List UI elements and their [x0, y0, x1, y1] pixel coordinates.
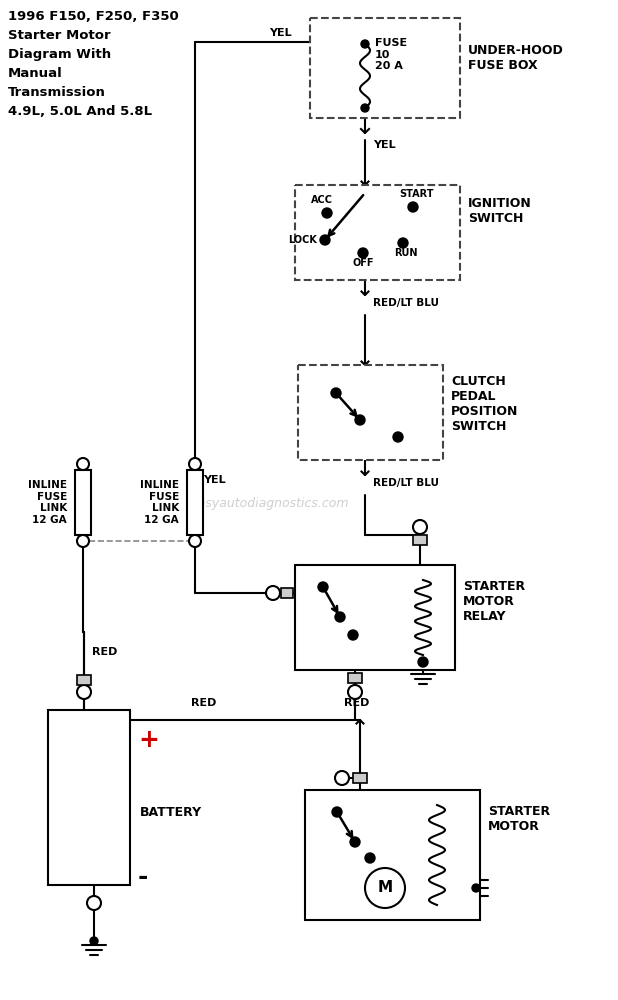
Text: IGNITION
SWITCH: IGNITION SWITCH: [468, 197, 531, 225]
Circle shape: [361, 40, 369, 48]
Circle shape: [365, 868, 405, 908]
Text: Starter Motor: Starter Motor: [8, 29, 111, 42]
Circle shape: [77, 458, 89, 470]
Bar: [310, 18, 460, 118]
Text: OFF: OFF: [352, 258, 374, 268]
Bar: [295, 185, 460, 280]
Circle shape: [361, 104, 369, 112]
Text: Diagram With: Diagram With: [8, 48, 111, 61]
Text: 1996 F150, F250, F350: 1996 F150, F250, F350: [8, 10, 179, 23]
Circle shape: [90, 937, 98, 945]
Circle shape: [87, 896, 101, 910]
Bar: [413, 535, 427, 545]
Bar: [281, 588, 293, 598]
Text: Manual: Manual: [8, 67, 63, 80]
Text: START: START: [399, 189, 433, 199]
Circle shape: [320, 235, 330, 245]
Circle shape: [472, 884, 480, 892]
Bar: [48, 710, 130, 885]
Circle shape: [355, 415, 365, 425]
Text: BATTERY: BATTERY: [140, 806, 202, 819]
Circle shape: [350, 837, 360, 847]
Text: STARTER
MOTOR
RELAY: STARTER MOTOR RELAY: [463, 580, 525, 623]
Text: UNDER-HOOD
FUSE BOX: UNDER-HOOD FUSE BOX: [468, 44, 564, 72]
Circle shape: [358, 248, 368, 258]
Text: YEL: YEL: [203, 475, 226, 485]
Text: RED: RED: [344, 698, 370, 708]
Text: INLINE
FUSE
LINK
12 GA: INLINE FUSE LINK 12 GA: [140, 480, 179, 525]
Text: STARTER
MOTOR: STARTER MOTOR: [488, 805, 550, 833]
Circle shape: [418, 657, 428, 667]
Circle shape: [408, 202, 418, 212]
Circle shape: [348, 685, 362, 699]
Text: M: M: [378, 880, 392, 896]
Text: ACC: ACC: [311, 195, 333, 205]
Bar: [295, 565, 455, 670]
Circle shape: [318, 582, 328, 592]
Circle shape: [189, 458, 201, 470]
Bar: [298, 365, 443, 460]
Circle shape: [335, 612, 345, 622]
Bar: [77, 675, 91, 685]
Circle shape: [348, 630, 358, 640]
Circle shape: [398, 238, 408, 248]
Text: RED: RED: [192, 698, 217, 708]
Text: YEL: YEL: [269, 28, 291, 38]
Circle shape: [335, 771, 349, 785]
Text: YEL: YEL: [373, 140, 396, 150]
Text: -: -: [138, 865, 148, 889]
Text: RED: RED: [92, 647, 117, 657]
Circle shape: [331, 388, 341, 398]
Text: RUN: RUN: [394, 248, 418, 258]
Circle shape: [332, 807, 342, 817]
Circle shape: [322, 208, 332, 218]
Bar: [305, 790, 480, 920]
Circle shape: [77, 535, 89, 547]
Text: INLINE
FUSE
LINK
12 GA: INLINE FUSE LINK 12 GA: [28, 480, 67, 525]
Text: +: +: [138, 728, 159, 752]
Bar: [187, 470, 203, 535]
Text: Transmission: Transmission: [8, 86, 106, 99]
Text: RED/LT BLU: RED/LT BLU: [373, 298, 439, 308]
Text: easyautodiagnostics.com: easyautodiagnostics.com: [191, 496, 349, 510]
Circle shape: [365, 853, 375, 863]
Circle shape: [413, 520, 427, 534]
Circle shape: [393, 432, 403, 442]
Text: RED/LT BLU: RED/LT BLU: [373, 478, 439, 488]
Bar: [353, 773, 367, 783]
Circle shape: [189, 535, 201, 547]
Circle shape: [266, 586, 280, 600]
Circle shape: [77, 685, 91, 699]
Bar: [348, 673, 362, 683]
Text: FUSE
10
20 A: FUSE 10 20 A: [375, 38, 407, 71]
Bar: [75, 470, 91, 535]
Text: LOCK: LOCK: [288, 235, 317, 245]
Text: CLUTCH
PEDAL
POSITION
SWITCH: CLUTCH PEDAL POSITION SWITCH: [451, 375, 519, 433]
Text: 4.9L, 5.0L And 5.8L: 4.9L, 5.0L And 5.8L: [8, 105, 152, 118]
